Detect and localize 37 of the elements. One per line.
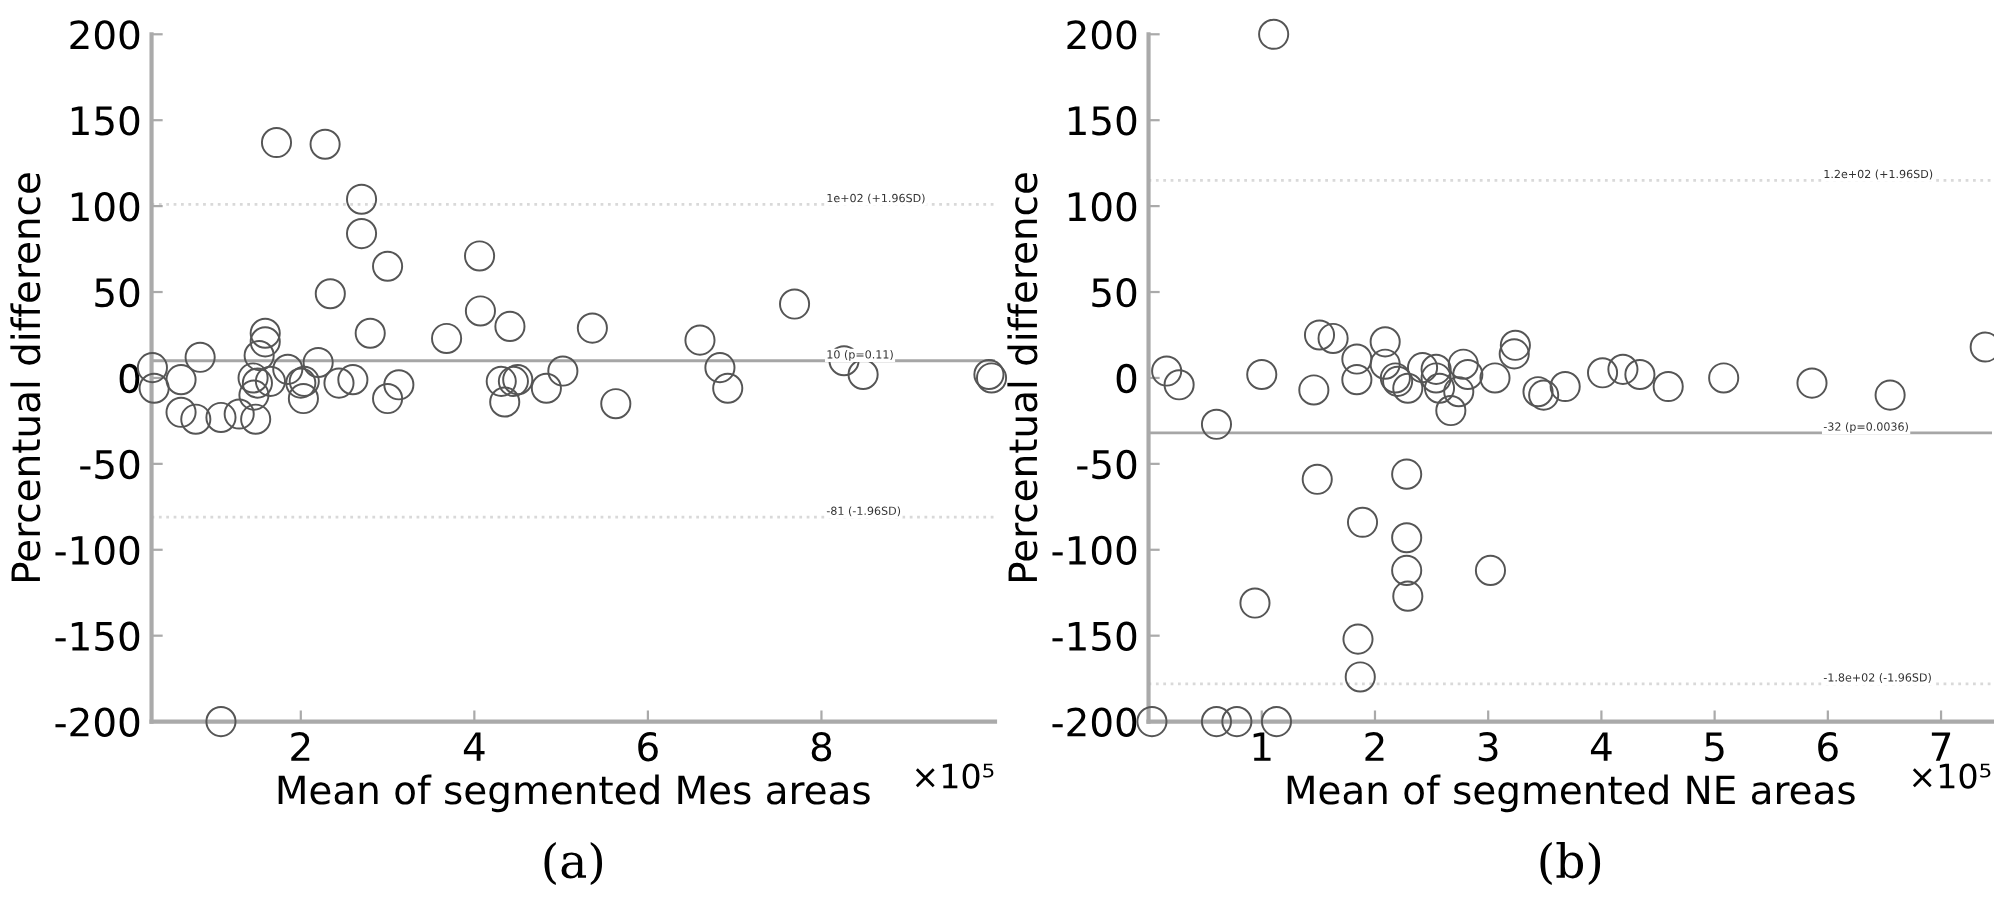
x-tick-label: 8 <box>811 732 832 762</box>
x-tick-label: 2 <box>1365 732 1384 761</box>
x-axis-title: Mean of segmented Mes areas <box>278 774 870 813</box>
y-tick-label: -100 <box>55 535 140 566</box>
x-tick-label: 6 <box>1818 732 1838 762</box>
x-tick-label: 5 <box>1705 732 1724 762</box>
y-tick-label: 200 <box>70 20 140 50</box>
y-tick-label: 100 <box>71 192 140 222</box>
text: ×10⁵ <box>915 763 994 789</box>
y-tick-label: 0 <box>119 363 140 394</box>
y-tick-label: -50 <box>80 449 140 480</box>
text: (a) <box>544 841 603 886</box>
x-tick-label: 1 <box>1253 732 1271 761</box>
y-tick-label: 200 <box>1067 20 1137 50</box>
y-axis-title: Percentual difference <box>1007 173 1038 581</box>
text: (b) <box>1540 841 1601 886</box>
text: ×10⁵ <box>1912 763 1991 789</box>
y-tick-label: 0 <box>1116 363 1137 394</box>
x-tick-label: 4 <box>463 732 485 761</box>
y-tick-label: -150 <box>1052 621 1137 652</box>
y-tick-label: -200 <box>1052 707 1137 737</box>
x-tick-label: 4 <box>1590 732 1612 761</box>
x-tick-label: 6 <box>638 732 658 762</box>
x-tick-label: 2 <box>291 732 310 761</box>
x-tick-label: 7 <box>1931 732 1951 761</box>
y-tick-label: 150 <box>71 106 140 136</box>
x-tick-label: 3 <box>1478 732 1498 762</box>
y-tick-label: 50 <box>95 277 140 308</box>
y-tick-label: 50 <box>1092 277 1137 308</box>
y-tick-label: 150 <box>1068 106 1137 136</box>
y-tick-label: -100 <box>1052 535 1137 566</box>
y-axis-title: Percentual difference <box>10 173 41 581</box>
y-tick-label: -50 <box>1077 449 1137 480</box>
y-tick-label: -150 <box>55 621 140 652</box>
x-axis-title: Mean of segmented NE areas <box>1287 774 1855 813</box>
y-tick-label: 100 <box>1068 192 1137 222</box>
y-tick-label: -200 <box>55 707 140 737</box>
